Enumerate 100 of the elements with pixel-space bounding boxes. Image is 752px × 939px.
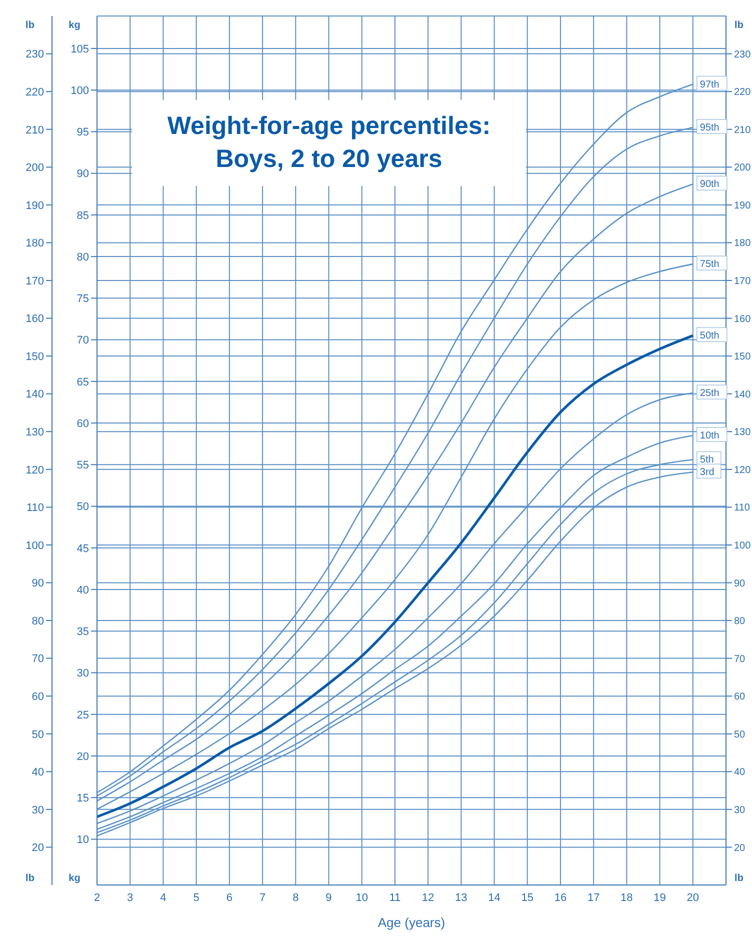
y3-tick-label: 120	[26, 464, 44, 476]
y3-tick-label: 130	[26, 426, 44, 439]
series-label: 90th	[700, 179, 720, 190]
x-tick-label: 12	[422, 892, 434, 904]
x-tick-label: 15	[521, 892, 534, 904]
y3-tick-label: 210	[26, 124, 44, 136]
y-tick-label: 65	[76, 376, 89, 388]
x-axis-title: Age (years)	[378, 915, 446, 930]
y2-tick-label: 200	[734, 162, 752, 174]
y3-tick-label: 110	[26, 502, 44, 514]
y2-tick-label: 210	[734, 124, 752, 136]
y-tick-label: 105	[70, 43, 89, 56]
y3-tick-label: 170	[26, 275, 44, 288]
x-tick-label: 19	[654, 892, 666, 904]
y2-tick-label: 100	[734, 540, 752, 552]
x-tick-label: 10	[356, 892, 368, 904]
y3-tick-label: 40	[32, 766, 44, 779]
y-tick-label: 55	[76, 460, 89, 472]
y2-tick-label: 40	[734, 767, 746, 778]
y2-tick-label: 30	[734, 804, 746, 816]
y3-axis-title: lb	[26, 20, 34, 31]
x-tick-label: 3	[127, 892, 134, 904]
y2-tick-label: 70	[734, 654, 746, 665]
y-tick-label: 40	[76, 584, 89, 596]
x-tick-label: 2	[94, 892, 100, 904]
y3-tick-label: 100	[26, 540, 44, 552]
y2-tick-label: 170	[734, 276, 752, 288]
y2-tick-label: 20	[734, 842, 746, 854]
y-tick-label: 80	[76, 251, 89, 264]
y3-tick-label: 20	[32, 842, 44, 854]
x-tick-label: 14	[488, 892, 500, 904]
y2-tick-label: 60	[734, 692, 746, 703]
y3-tick-label: 190	[26, 200, 44, 212]
x-tick-label: 18	[620, 892, 633, 904]
x-tick-label: 13	[455, 892, 468, 904]
series-label: 25th	[700, 388, 720, 400]
series-label: 50th	[700, 330, 720, 342]
y3-tick-label: 90	[32, 578, 44, 590]
y-tick-label: 60	[76, 418, 89, 430]
y3-tick-label: 160	[26, 313, 44, 326]
text: lb	[734, 873, 744, 884]
series-label: 95th	[700, 122, 720, 134]
y2-tick-label: 110	[734, 502, 750, 514]
y3-tick-label: 200	[26, 162, 44, 174]
y-tick-label: 35	[76, 626, 89, 638]
x-tick-label: 9	[326, 892, 332, 904]
x-tick-label: 5	[193, 892, 200, 904]
y2-tick-label: 220	[734, 87, 752, 98]
x-tick-label: 16	[554, 892, 567, 904]
text: lb	[26, 873, 34, 884]
y2-tick-label: 120	[734, 464, 752, 476]
y-tick-label: 25	[76, 709, 89, 722]
text: Weight-for-age percentiles: Boys, 2 to 20 years	[166, 111, 492, 175]
x-tick-label: 6	[226, 892, 232, 904]
y3-tick-label: 140	[26, 388, 44, 401]
y2-tick-label: 140	[734, 389, 752, 400]
y-axis-title: kg	[68, 20, 80, 31]
y-tick-label: 20	[76, 750, 89, 763]
x-tick-label: 4	[160, 892, 166, 904]
y3-tick-label: 180	[26, 238, 44, 250]
y2-tick-label: 160	[734, 314, 752, 325]
y-tick-label: 45	[76, 542, 89, 555]
y-tick-label: 100	[70, 84, 89, 97]
y3-tick-label: 220	[26, 86, 44, 98]
series-label: 10th	[700, 430, 720, 442]
x-tick-label: 20	[686, 892, 700, 904]
x-tick-label: 8	[292, 892, 299, 904]
y3-tick-label: 50	[32, 728, 44, 741]
y-tick-label: 95	[76, 126, 89, 139]
x-tick-label: 7	[259, 892, 266, 904]
y3-tick-label: 230	[26, 48, 44, 61]
y-tick-label: 10	[76, 834, 89, 846]
series-label: 97th	[700, 79, 720, 90]
series-label: 5th	[700, 454, 714, 466]
x-tick-label: 17	[587, 892, 600, 904]
y-tick-label: 50	[76, 501, 89, 514]
y-tick-label: 70	[76, 334, 89, 347]
y-tick-label: 75	[76, 293, 89, 306]
y2-tick-label: 130	[734, 427, 752, 438]
y3-tick-label: 30	[32, 804, 44, 816]
series-label: 3rd	[700, 467, 714, 478]
y-tick-label: 30	[76, 668, 89, 680]
y3-tick-label: 80	[32, 615, 44, 628]
y2-tick-label: 50	[734, 729, 746, 740]
y2-tick-label: 80	[734, 616, 746, 628]
y3-tick-label: 60	[32, 690, 44, 703]
series-label: 75th	[700, 259, 720, 270]
text: kg	[68, 873, 80, 884]
y-tick-label: 15	[76, 792, 89, 805]
y2-tick-label: 150	[734, 352, 752, 363]
y-tick-label: 85	[76, 210, 89, 222]
y3-tick-label: 150	[26, 350, 44, 363]
y2-tick-label: 180	[734, 238, 752, 250]
y2-axis-title: lb	[734, 20, 744, 31]
y2-tick-label: 190	[734, 200, 752, 212]
y3-tick-label: 70	[32, 653, 44, 666]
x-tick-label: 11	[389, 892, 401, 904]
y-tick-label: 90	[76, 168, 89, 180]
y2-tick-label: 230	[734, 49, 752, 60]
y2-tick-label: 90	[734, 578, 746, 590]
